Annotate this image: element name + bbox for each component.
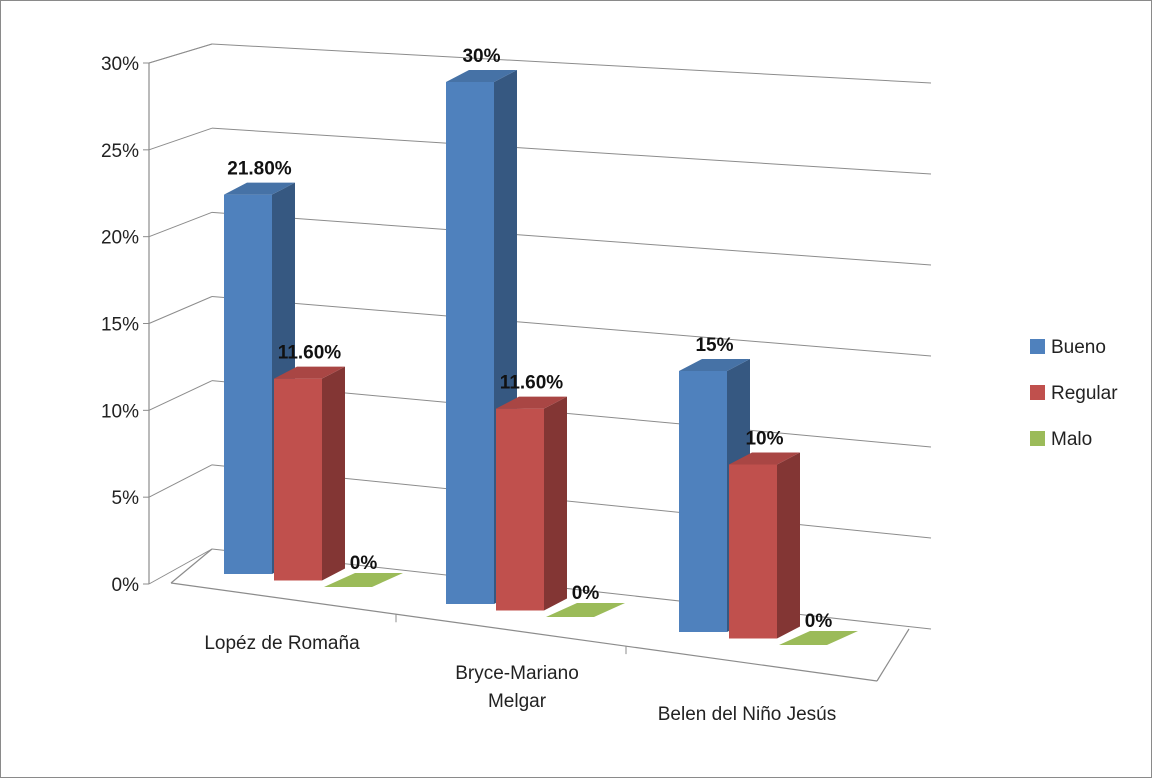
legend-label-malo: Malo — [1051, 429, 1092, 450]
bar-side-face — [544, 396, 567, 611]
bar-zero-slab — [779, 631, 858, 645]
x-tick-label: Bryce-Mariano Melgar — [455, 663, 579, 712]
y-tick-label: 15% — [101, 315, 139, 336]
bar-top-face — [446, 70, 517, 82]
gridline — [211, 127, 932, 175]
bar-malo-3 — [779, 631, 858, 645]
legend-label-regular: Regular — [1051, 383, 1118, 404]
bars — [224, 70, 858, 645]
side-wall-line — [148, 548, 213, 585]
data-label: 21.80% — [227, 159, 292, 180]
legend-swatch-malo — [1030, 431, 1045, 446]
bar-side-face — [777, 452, 800, 639]
y-tick-label: 0% — [112, 575, 140, 596]
bar-regular-1 — [274, 366, 345, 581]
data-label: 11.60% — [278, 343, 341, 364]
side-wall-line — [148, 296, 213, 324]
x-tick-label: Lopéz de Romaña — [204, 633, 360, 654]
y-tick-label: 5% — [112, 488, 140, 509]
bar-top-face — [496, 396, 567, 409]
data-label: 15% — [695, 335, 733, 356]
bar-regular-3 — [729, 452, 800, 639]
bar-front-face — [274, 378, 322, 581]
bar-side-face — [322, 366, 345, 581]
floor-right-edge — [876, 628, 910, 682]
bar-zero-slab — [546, 603, 625, 617]
side-wall-line — [148, 380, 213, 411]
y-axis-ticks: 0% 5% 10% 15% 20% 25% 30% — [101, 54, 149, 596]
x-axis-labels: Lopéz de Romaña Bryce-Mariano Melgar Belen … — [204, 614, 836, 725]
data-label: 0% — [572, 583, 600, 604]
side-wall-line — [148, 464, 213, 498]
x-tick-label: Belen del Niño Jesús — [658, 704, 837, 725]
bar-malo-2 — [546, 603, 625, 617]
legend-swatch-bueno — [1030, 339, 1045, 354]
y-tick-label: 20% — [101, 228, 139, 249]
bar-top-face — [274, 366, 345, 379]
data-label: 10% — [745, 429, 783, 450]
bar-top-face — [679, 359, 750, 371]
bar-front-face — [679, 371, 727, 632]
gridline — [211, 296, 932, 357]
bar-front-face — [729, 464, 777, 639]
side-wall-line — [148, 43, 213, 64]
data-label: 0% — [805, 611, 833, 632]
y-tick-label: 25% — [101, 141, 139, 162]
legend: Bueno Regular Malo — [1030, 337, 1118, 450]
side-wall-line — [148, 211, 213, 238]
data-labels: 21.80% 11.60% 0% 30% 11.60% 0% 15% 10% 0% — [227, 46, 832, 632]
bar-regular-2 — [496, 396, 567, 611]
y-tick-label: 30% — [101, 54, 139, 75]
data-label: 30% — [462, 46, 500, 67]
bar-front-face — [224, 194, 272, 574]
bar-top-face — [224, 182, 295, 195]
bar-front-face — [496, 408, 544, 611]
bar-front-face — [446, 82, 494, 604]
gridline — [211, 211, 932, 266]
bar-malo-1 — [324, 573, 403, 587]
bar-zero-slab — [324, 573, 403, 587]
bar-top-face — [729, 452, 800, 465]
gridline — [211, 43, 932, 84]
legend-label-bueno: Bueno — [1051, 337, 1106, 358]
data-label: 0% — [350, 553, 378, 574]
y-tick-label: 10% — [101, 401, 139, 422]
legend-swatch-regular — [1030, 385, 1045, 400]
floor-left-edge — [170, 548, 213, 584]
data-label: 11.60% — [500, 373, 563, 394]
side-wall-line — [148, 127, 213, 151]
x-axis-line — [170, 582, 878, 682]
